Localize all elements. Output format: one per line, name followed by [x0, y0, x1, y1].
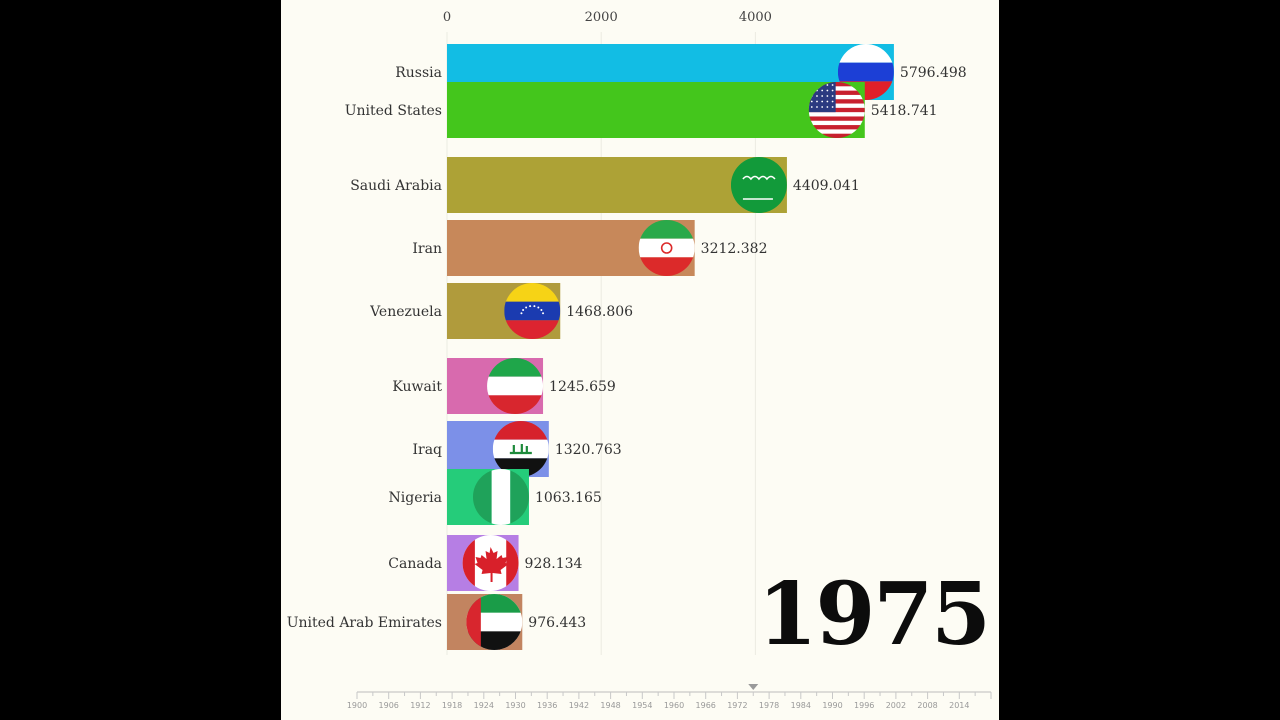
timeline-label: 1990 — [822, 701, 842, 710]
timeline-label: 1942 — [569, 701, 589, 710]
value-label: 1063.165 — [535, 490, 602, 506]
bar-group-7: Nigeria 1063.165 — [389, 469, 602, 525]
bar-group-2: Saudi Arabia 4409.041 — [350, 157, 860, 213]
iran-flag-icon — [638, 220, 695, 276]
timeline-label: 1948 — [600, 701, 620, 710]
kuwait-flag-icon — [487, 358, 544, 414]
value-label: 5796.498 — [900, 65, 967, 81]
bar-group-4: Venezuela 1468.806 — [369, 283, 633, 339]
timeline: 1900 1906 1912 1918 1924 1930 1936 1942 1948 1954… — [347, 684, 992, 710]
value-label: 976.443 — [528, 615, 586, 631]
timeline-label: 1918 — [442, 701, 462, 710]
bar-group-1: United States 5418.741 — [345, 82, 938, 138]
iraq-flag-icon — [492, 421, 549, 477]
timeline-label: 1936 — [537, 701, 557, 710]
nigeria-flag-icon — [472, 469, 529, 525]
category-label: Kuwait — [392, 379, 442, 395]
category-label: United Arab Emirates — [287, 615, 442, 631]
category-label: Iran — [412, 241, 442, 257]
timeline-label: 1906 — [379, 701, 399, 710]
category-label: United States — [345, 103, 442, 119]
timeline-label: 1972 — [727, 701, 747, 710]
bar — [447, 157, 787, 213]
category-label: Russia — [395, 65, 442, 81]
bar-group-8: Canada 928.134 — [388, 535, 583, 591]
value-label: 4409.041 — [793, 178, 860, 194]
timeline-label: 2002 — [886, 701, 906, 710]
year-label: 1975 — [757, 564, 991, 665]
canada-flag-icon — [462, 535, 519, 591]
x-tick-label: 4000 — [739, 10, 772, 25]
bar-chart: 0 2000 4000 Russia 5796.498 United States 5418… — [287, 10, 992, 710]
value-label: 928.134 — [525, 556, 583, 572]
bar-group-3: Iran 3212.382 — [412, 220, 767, 276]
timeline-label: 1984 — [791, 701, 811, 710]
chart-area: 0 2000 4000 Russia 5796.498 United States 5418… — [281, 0, 999, 720]
timeline-label: 1996 — [854, 701, 874, 710]
value-label: 5418.741 — [871, 103, 938, 119]
russia-flag-icon — [837, 44, 894, 100]
timeline-label: 1966 — [696, 701, 716, 710]
timeline-label: 1960 — [664, 701, 684, 710]
value-label: 3212.382 — [701, 241, 768, 257]
bar — [447, 82, 865, 138]
timeline-label: 1900 — [347, 701, 367, 710]
timeline-label: 1924 — [474, 701, 494, 710]
x-tick-label: 0 — [443, 10, 451, 25]
timeline-label: 1978 — [759, 701, 779, 710]
value-label: 1245.659 — [549, 379, 616, 395]
category-label: Nigeria — [389, 490, 443, 506]
timeline-label: 1954 — [632, 701, 652, 710]
uae-flag-icon — [466, 594, 523, 650]
timeline-label: 1912 — [410, 701, 430, 710]
value-label: 1468.806 — [566, 304, 633, 320]
venezuela-flag-icon — [504, 283, 561, 339]
timeline-label: 1930 — [505, 701, 525, 710]
category-label: Iraq — [412, 442, 442, 458]
usa-flag-icon — [808, 82, 865, 138]
timeline-label: 2008 — [917, 701, 937, 710]
category-label: Canada — [388, 556, 442, 572]
bar-group-5: Kuwait 1245.659 — [392, 358, 616, 414]
bar-group-9: United Arab Emirates 976.443 — [287, 594, 586, 650]
timeline-marker-icon[interactable] — [748, 684, 759, 690]
category-label: Saudi Arabia — [350, 178, 442, 194]
saudi-flag-icon — [730, 157, 787, 213]
x-tick-label: 2000 — [585, 10, 618, 25]
timeline-label: 2014 — [949, 701, 969, 710]
category-label: Venezuela — [369, 304, 442, 320]
bar-group-6: Iraq 1320.763 — [412, 421, 622, 477]
value-label: 1320.763 — [555, 442, 622, 458]
